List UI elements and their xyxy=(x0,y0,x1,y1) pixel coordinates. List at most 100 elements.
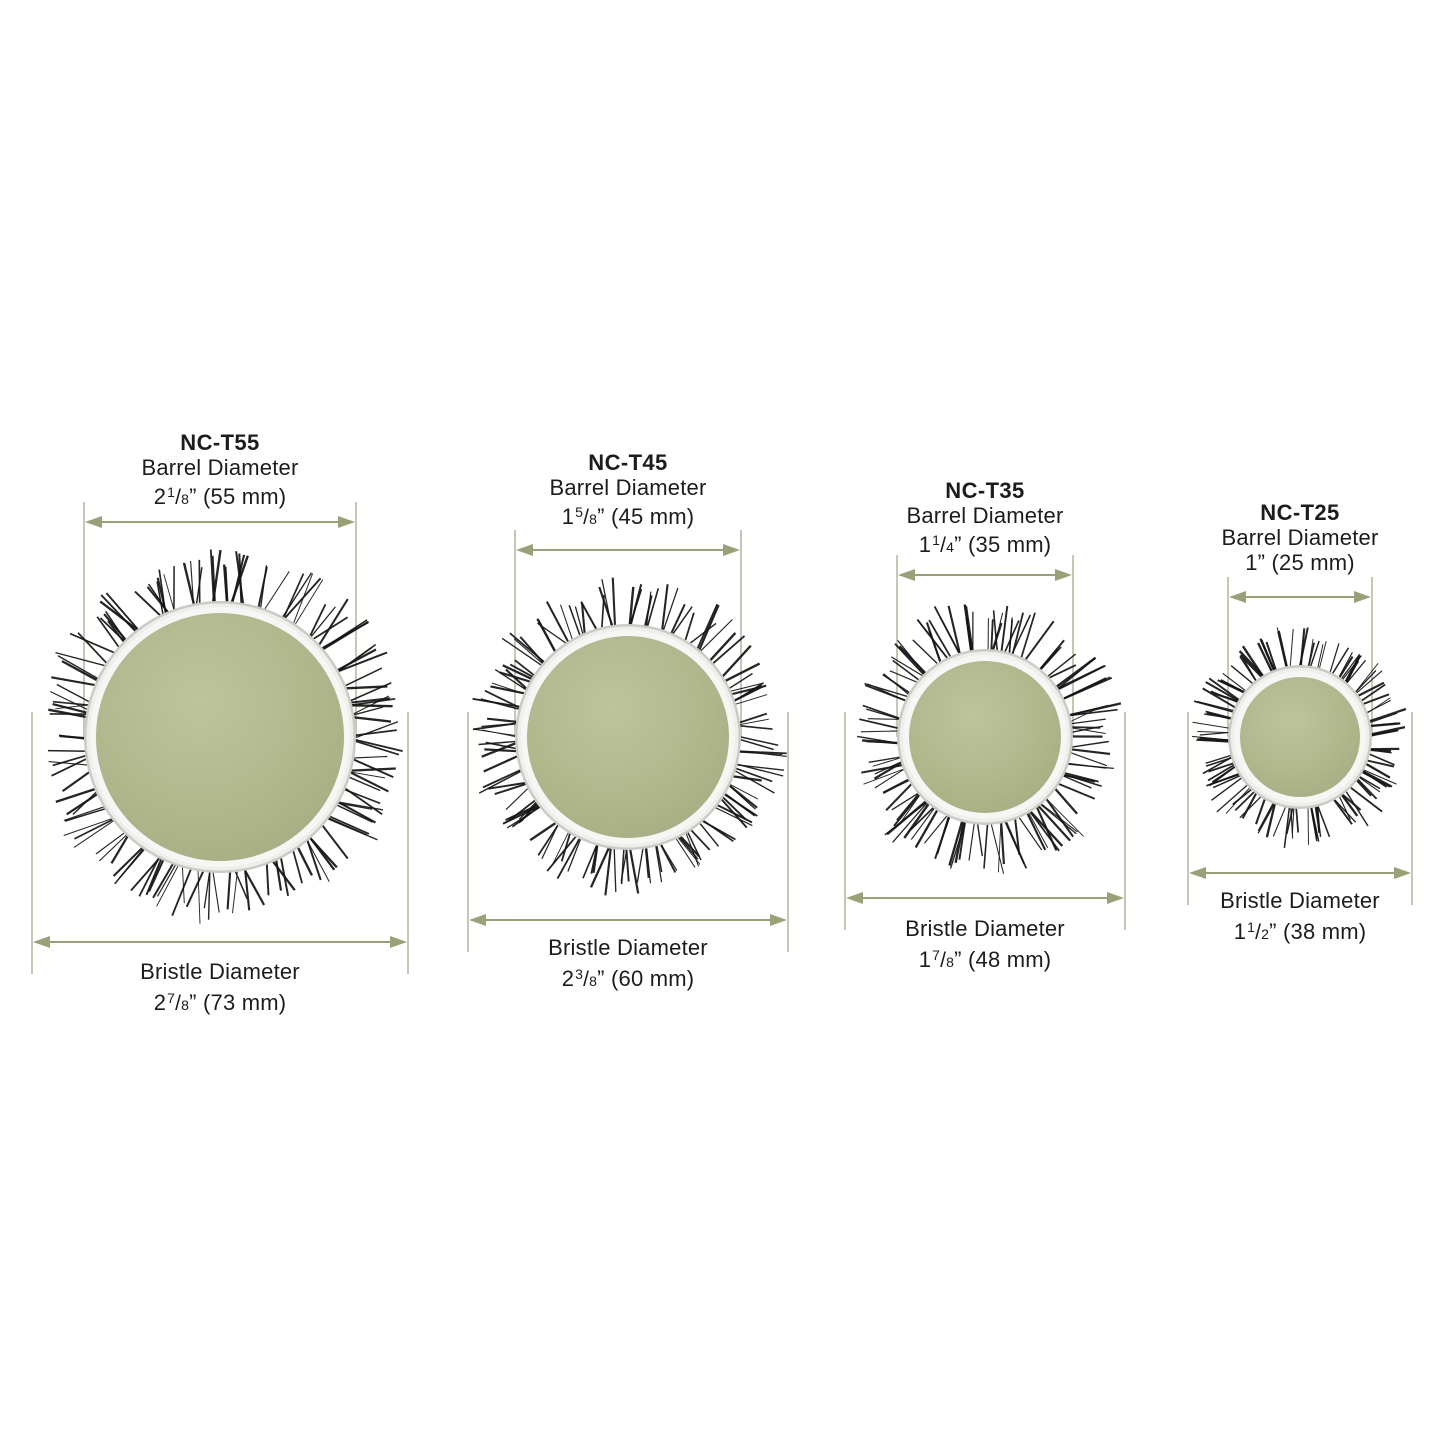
dimension-arrow-line xyxy=(912,573,1058,577)
arrowhead-left-icon xyxy=(516,544,533,556)
size-whole-number: 1 xyxy=(1245,550,1258,575)
dimension-extension-line xyxy=(31,712,33,974)
bristle-size-value: 23/8” (60 mm) xyxy=(428,961,828,995)
fraction-slash: / xyxy=(940,534,947,557)
dimension-extension-line xyxy=(1072,555,1074,737)
size-unit-text: ” (25 mm) xyxy=(1257,550,1355,575)
dimension-extension-line xyxy=(1411,712,1413,905)
arrowhead-right-icon xyxy=(338,516,355,528)
dimension-extension-line xyxy=(787,712,789,952)
dimension-extension-line xyxy=(467,712,469,952)
dimension-extension-line xyxy=(740,530,742,737)
fraction-numerator: 5 xyxy=(575,504,584,520)
barrel-size-value: 11/4” (35 mm) xyxy=(785,528,1185,560)
barrel-size-value: 1” (25 mm) xyxy=(1100,550,1445,575)
barrel-diameter-label: Barrel Diameter xyxy=(141,455,299,480)
bristle-size-value: 17/8” (48 mm) xyxy=(785,942,1185,976)
fraction-denominator: 8 xyxy=(589,511,598,527)
barrel-diameter-label: Barrel Diameter xyxy=(1221,525,1379,550)
dimension-extension-line xyxy=(1227,577,1229,737)
fraction-numerator: 1 xyxy=(932,532,941,548)
brush-illustration xyxy=(857,604,1122,875)
barrel-size-value: 15/8” (45 mm) xyxy=(428,500,828,532)
fraction-numerator: 7 xyxy=(167,990,176,1006)
brush-illustration xyxy=(1192,627,1407,848)
dimension-extension-line xyxy=(83,502,85,737)
dimension-arrow-line xyxy=(483,918,773,922)
barrel-title-block: NC-T35 Barrel Diameter 11/4” (35 mm) xyxy=(785,478,1185,560)
barrel-title-block: NC-T55 Barrel Diameter 21/8” (55 mm) xyxy=(20,430,420,512)
fraction-denominator: 4 xyxy=(946,539,955,555)
dimension-extension-line xyxy=(844,712,846,930)
fraction-slash: / xyxy=(175,486,182,509)
fraction-slash: / xyxy=(175,992,182,1015)
dimension-extension-line xyxy=(355,502,357,737)
barrel-title-block: NC-T45 Barrel Diameter 15/8” (45 mm) xyxy=(428,450,828,532)
model-name: NC-T35 xyxy=(945,478,1025,503)
arrowhead-right-icon xyxy=(723,544,740,556)
size-whole-number: 1 xyxy=(918,947,932,972)
arrowhead-left-icon xyxy=(846,892,863,904)
arrowhead-right-icon xyxy=(1354,591,1371,603)
size-unit-text: ” (48 mm) xyxy=(954,947,1052,972)
model-name: NC-T55 xyxy=(180,430,260,455)
dimension-arrow-line xyxy=(860,896,1110,900)
dimension-extension-line xyxy=(1187,712,1189,905)
bristle-title-block: Bristle Diameter 17/8” (48 mm) xyxy=(785,915,1185,976)
dimension-extension-line xyxy=(1371,577,1373,737)
bristle-diameter-label: Bristle Diameter xyxy=(548,935,708,960)
fraction-slash: / xyxy=(940,949,947,972)
fraction-slash: / xyxy=(583,506,590,529)
arrowhead-right-icon xyxy=(1107,892,1124,904)
bristle-title-block: Bristle Diameter 11/2” (38 mm) xyxy=(1100,887,1445,948)
fraction-numerator: 1 xyxy=(1247,919,1256,935)
size-whole-number: 2 xyxy=(561,966,575,991)
arrowhead-left-icon xyxy=(469,914,486,926)
bristle-title-block: Bristle Diameter 23/8” (60 mm) xyxy=(428,934,828,995)
size-unit-text: ” (38 mm) xyxy=(1269,919,1367,944)
dimension-extension-line xyxy=(514,530,516,737)
dimension-arrow-line xyxy=(1203,871,1397,875)
barrel-title-block: NC-T25 Barrel Diameter 1” (25 mm) xyxy=(1100,500,1445,575)
bristle-size-value: 11/2” (38 mm) xyxy=(1100,914,1445,948)
arrowhead-right-icon xyxy=(1394,867,1411,879)
fraction-numerator: 1 xyxy=(167,484,176,500)
size-unit-text: ” (55 mm) xyxy=(189,484,287,509)
fraction-denominator: 8 xyxy=(181,491,190,507)
size-unit-text: ” (73 mm) xyxy=(189,990,287,1015)
arrowhead-right-icon xyxy=(390,936,407,948)
dimension-extension-line xyxy=(1124,712,1126,930)
brush-illustration xyxy=(472,577,787,896)
arrowhead-right-icon xyxy=(770,914,787,926)
size-whole-number: 1 xyxy=(1233,919,1247,944)
dimension-arrow-line xyxy=(99,520,341,524)
fraction-numerator: 3 xyxy=(575,966,584,982)
barrel-diameter-label: Barrel Diameter xyxy=(549,475,707,500)
bristle-diameter-label: Bristle Diameter xyxy=(140,959,300,984)
size-unit-text: ” (60 mm) xyxy=(597,966,695,991)
arrowhead-right-icon xyxy=(1055,569,1072,581)
model-name: NC-T45 xyxy=(588,450,668,475)
bristle-diameter-label: Bristle Diameter xyxy=(905,916,1065,941)
model-name: NC-T25 xyxy=(1260,500,1340,525)
arrowhead-left-icon xyxy=(33,936,50,948)
dimension-arrow-line xyxy=(530,548,726,552)
bristle-diameter-label: Bristle Diameter xyxy=(1220,888,1380,913)
bristle-size-value: 27/8” (73 mm) xyxy=(20,985,420,1019)
size-whole-number: 2 xyxy=(153,990,167,1015)
barrel-face xyxy=(527,636,729,838)
dimension-arrow-line xyxy=(47,940,393,944)
arrowhead-left-icon xyxy=(1229,591,1246,603)
size-unit-text: ” (45 mm) xyxy=(597,504,695,529)
arrowhead-left-icon xyxy=(85,516,102,528)
arrowhead-left-icon xyxy=(1189,867,1206,879)
fraction-slash: / xyxy=(583,968,590,991)
fraction-denominator: 2 xyxy=(1261,926,1270,942)
size-whole-number: 2 xyxy=(153,484,167,509)
size-unit-text: ” (35 mm) xyxy=(954,532,1052,557)
barrel-face xyxy=(1240,677,1360,797)
fraction-numerator: 7 xyxy=(932,947,941,963)
bristle-title-block: Bristle Diameter 27/8” (73 mm) xyxy=(20,958,420,1019)
dimension-arrow-line xyxy=(1243,595,1357,599)
